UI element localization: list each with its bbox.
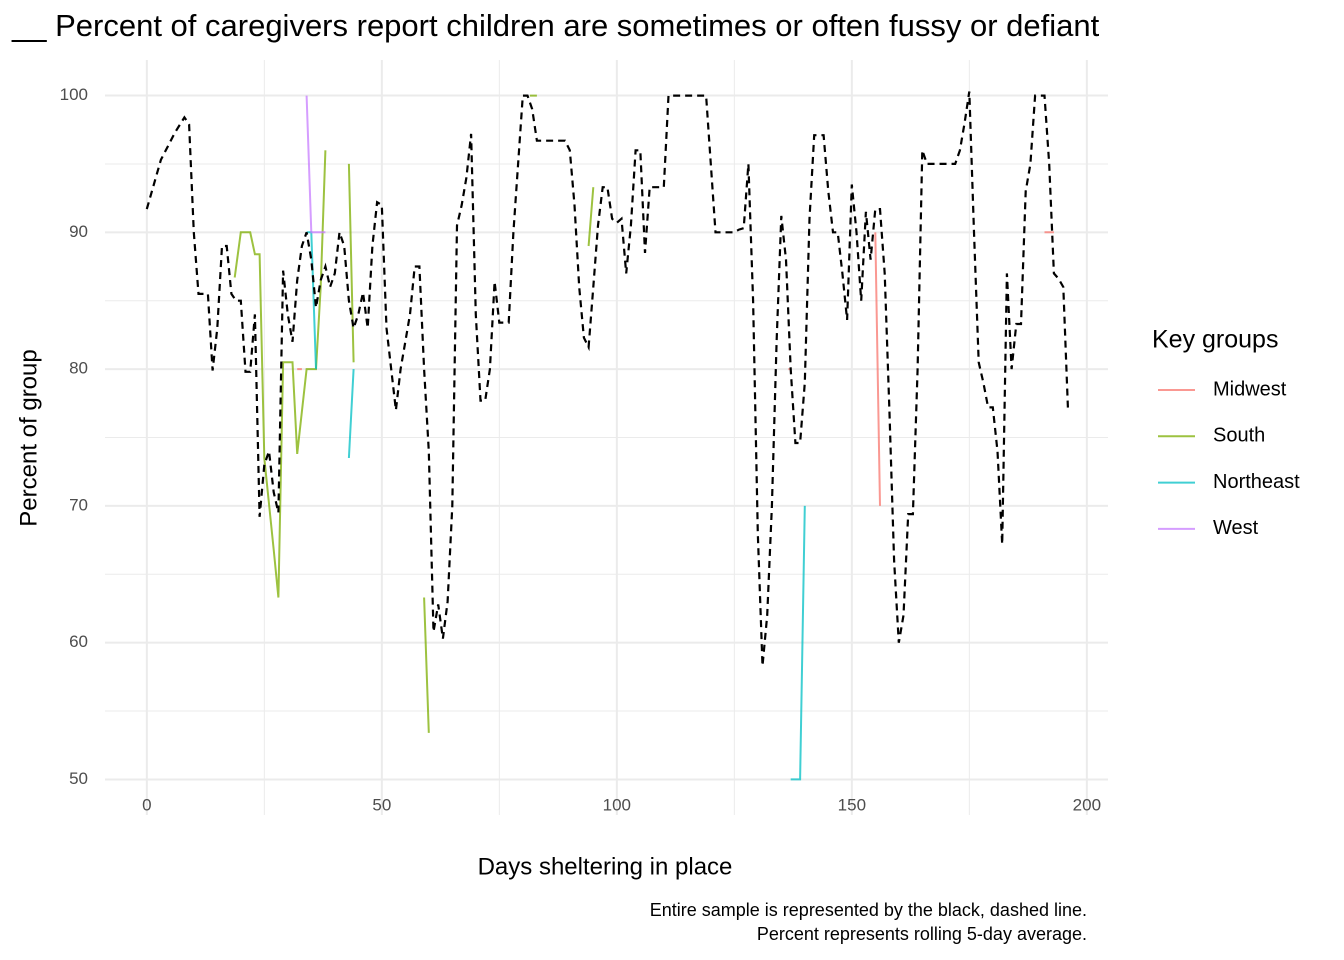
group-line	[233, 94, 595, 733]
legend-title: Key groups	[1152, 326, 1278, 354]
x-tick-label: 100	[603, 795, 631, 814]
y-tick-label: 100	[60, 85, 88, 104]
legend-label: West	[1213, 517, 1259, 539]
x-tick-label: 0	[142, 795, 151, 814]
y-tick-label: 80	[69, 359, 88, 378]
y-tick-label: 70	[69, 495, 88, 514]
caption: Percent represents rolling 5-day average…	[757, 924, 1087, 944]
chart-title: __ Percent of caregivers report children…	[11, 8, 1100, 43]
x-tick-label: 150	[838, 795, 866, 814]
grid	[105, 60, 1108, 815]
y-tick-label: 60	[69, 632, 88, 651]
legend-label: Midwest	[1213, 378, 1287, 400]
x-tick-label: 50	[372, 795, 391, 814]
x-axis-label: Days sheltering in place	[478, 853, 733, 880]
legend-label: South	[1213, 425, 1265, 447]
y-tick-label: 50	[69, 769, 88, 788]
overall-line	[145, 91, 1070, 667]
caption: Entire sample is represented by the blac…	[650, 900, 1087, 920]
group-line	[305, 95, 326, 234]
x-tick-label: 200	[1073, 795, 1101, 814]
legend-label: Northeast	[1213, 471, 1300, 493]
y-tick-label: 90	[69, 222, 88, 241]
y-axis-label: Percent of group	[15, 349, 42, 526]
group-line	[297, 231, 1054, 506]
